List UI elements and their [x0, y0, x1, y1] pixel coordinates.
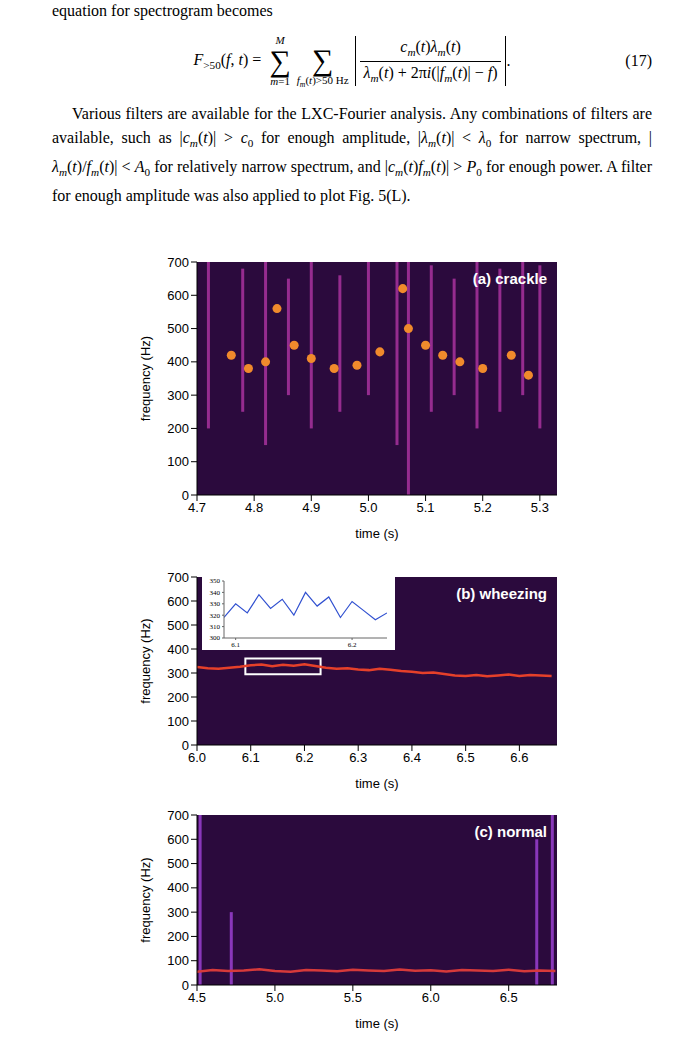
svg-text:frequency (Hz): frequency (Hz)	[138, 857, 153, 942]
svg-text:200: 200	[167, 929, 189, 944]
svg-text:6.5: 6.5	[457, 750, 475, 765]
svg-text:6.2: 6.2	[295, 750, 313, 765]
html-text:(b) wheezing: (b) wheezing	[456, 585, 547, 602]
svg-text:time (s): time (s)	[355, 526, 398, 541]
html-text:M: M	[275, 34, 285, 46]
svg-text:100: 100	[167, 714, 189, 729]
svg-text:300: 300	[167, 666, 189, 681]
svg-text:500: 500	[167, 856, 189, 871]
svg-text:6.2: 6.2	[348, 641, 357, 649]
svg-text:400: 400	[167, 642, 189, 657]
svg-text:time (s): time (s)	[355, 1016, 398, 1031]
svg-text:4.5: 4.5	[188, 990, 206, 1005]
html-text:equation for spectrogram becom: equation for spectrogram becomes	[52, 2, 273, 19]
svg-text:5.3: 5.3	[531, 500, 549, 515]
svg-text:4.9: 4.9	[302, 500, 320, 515]
svg-text:700: 700	[167, 570, 189, 585]
svg-text:200: 200	[167, 421, 189, 436]
svg-text:4.7: 4.7	[188, 500, 206, 515]
svg-text:320: 320	[210, 612, 221, 620]
html-text:(c) normal: (c) normal	[474, 823, 547, 840]
html-text:Various filters are available: Various filters are available for the LX…	[52, 105, 652, 150]
html-text:F>50(f, t) =: F>50(f, t) =	[193, 50, 262, 72]
svg-text:300: 300	[167, 388, 189, 403]
svg-text:700: 700	[167, 808, 189, 823]
svg-text:200: 200	[167, 690, 189, 705]
html-text:(17): (17)	[625, 52, 652, 69]
svg-text:5.0: 5.0	[359, 500, 377, 515]
svg-text:frequency (Hz): frequency (Hz)	[138, 618, 153, 703]
svg-text:time (s): time (s)	[355, 776, 398, 791]
html-text:λm(t) + 2π i (| fm(t)| − f): λm(t) + 2π i (| fm(t)| − f)	[363, 63, 498, 84]
svg-text:4.8: 4.8	[245, 500, 263, 515]
html-text:(a) crackle: (a) crackle	[472, 270, 547, 287]
svg-text:500: 500	[167, 321, 189, 336]
svg-text:6.5: 6.5	[500, 990, 518, 1005]
svg-text:5.1: 5.1	[417, 500, 435, 515]
svg-text:0: 0	[182, 978, 189, 993]
svg-text:300: 300	[210, 634, 221, 642]
svg-text:500: 500	[167, 618, 189, 633]
svg-text:300: 300	[167, 905, 189, 920]
svg-text:0: 0	[182, 738, 189, 753]
svg-text:6.1: 6.1	[231, 641, 240, 649]
svg-text:330: 330	[210, 600, 221, 608]
svg-text:5.0: 5.0	[266, 990, 284, 1005]
svg-text:350: 350	[210, 577, 221, 585]
svg-text:100: 100	[167, 953, 189, 968]
svg-text:6.0: 6.0	[422, 990, 440, 1005]
svg-text:600: 600	[167, 288, 189, 303]
svg-text:6.4: 6.4	[403, 750, 421, 765]
html-text:m =1: m =1	[270, 75, 290, 87]
svg-text:5.5: 5.5	[344, 990, 362, 1005]
html-text:λm(t)/ fm(t)| < A0for relative: λm(t)/ fm(t)| < A0for relatively narrow …	[52, 158, 652, 205]
svg-text:100: 100	[167, 454, 189, 469]
svg-text:600: 600	[167, 594, 189, 609]
html-text:fm(t)>50 Hz: fm(t)>50 Hz	[296, 73, 349, 89]
svg-text:340: 340	[210, 589, 221, 597]
svg-text:5.2: 5.2	[474, 500, 492, 515]
svg-text:6.3: 6.3	[349, 750, 367, 765]
svg-text:400: 400	[167, 880, 189, 895]
svg-text:6.1: 6.1	[242, 750, 260, 765]
svg-text:6.0: 6.0	[188, 750, 206, 765]
svg-text:frequency (Hz): frequency (Hz)	[138, 336, 153, 421]
svg-text:400: 400	[167, 354, 189, 369]
svg-text:700: 700	[167, 255, 189, 270]
svg-text:6.6: 6.6	[510, 750, 528, 765]
svg-text:310: 310	[210, 623, 221, 631]
html-text:cm(t) λm(t): cm(t) λm(t)	[400, 38, 461, 59]
svg-text:0: 0	[182, 488, 189, 503]
svg-text:600: 600	[167, 832, 189, 847]
